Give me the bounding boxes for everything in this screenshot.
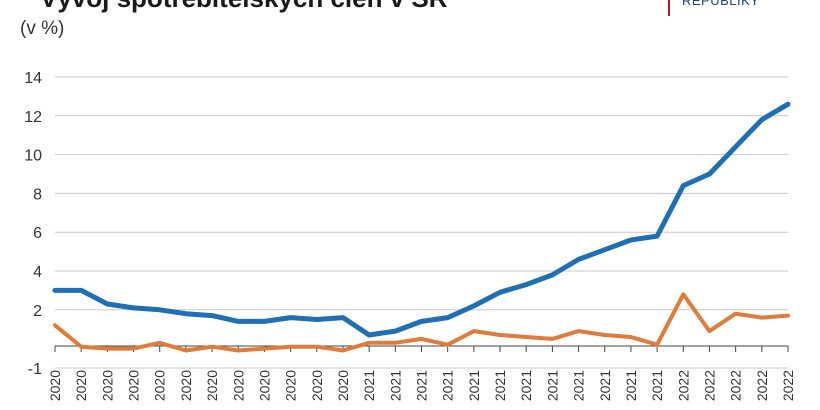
x-tick-label: 2021 [649, 370, 665, 401]
x-tick-label: 2020 [230, 370, 246, 401]
x-tick-label: 2020 [283, 370, 299, 401]
x-tick-label: 2021 [492, 370, 508, 401]
x-tick-label: 2020 [47, 370, 63, 401]
x-tick-label: 2020 [178, 370, 194, 401]
x-tick-label: 2020 [335, 370, 351, 401]
x-tick-label: 2022 [701, 370, 717, 401]
x-tick-label: 2020 [204, 370, 220, 401]
y-axis-unit-label: (v %) [20, 18, 65, 39]
x-tick-label: 2021 [571, 370, 587, 401]
x-tick-label: 2020 [309, 370, 325, 401]
x-tick-label: 2021 [414, 370, 430, 401]
y-tick-label: 6 [33, 225, 42, 242]
x-tick-label: 2020 [73, 370, 89, 401]
x-tick-label: 2020 [99, 370, 115, 401]
y-tick-label: 12 [24, 109, 42, 126]
x-tick-label: 2020 [256, 370, 272, 401]
gridlines [55, 76, 788, 369]
x-tick-label: 2021 [544, 370, 560, 401]
series-line-1 [52, 101, 791, 338]
x-tick-label: 2021 [361, 370, 377, 401]
y-tick-label: -1 [28, 361, 42, 378]
logo: REPUBLIKY [668, 0, 759, 16]
x-tick-label: 2022 [675, 370, 691, 401]
x-tick-label: 2021 [623, 370, 639, 401]
y-tick-labels: -1 2 4 6 8 10 12 14 [24, 70, 42, 378]
x-tick-label: 2022 [754, 370, 770, 401]
series-line-2 [53, 292, 790, 353]
x-tick-label: 2021 [466, 370, 482, 401]
x-tick-label: 2020 [152, 370, 168, 401]
x-tick-labels: 2020 2020 2020 2020 2020 2020 2020 2020 2020 2020… [47, 346, 796, 401]
y-tick-label: 2 [33, 303, 42, 320]
x-tick-label: 2022 [728, 370, 744, 401]
chart-title: Vývoj spotřebitelských cien v SR [40, 0, 448, 14]
y-tick-label: 4 [33, 264, 42, 281]
x-tick-label: 2022 [780, 370, 796, 401]
y-tick-label: 10 [24, 148, 42, 165]
x-tick-label: 2021 [387, 370, 403, 401]
x-tick-label: 2021 [440, 370, 456, 401]
y-tick-label: 14 [24, 70, 42, 87]
x-tick-label: 2021 [597, 370, 613, 401]
y-tick-label: 8 [33, 186, 42, 203]
series-lines [52, 101, 791, 353]
x-tick-label: 2020 [126, 370, 142, 401]
x-tick-label: 2021 [518, 370, 534, 401]
